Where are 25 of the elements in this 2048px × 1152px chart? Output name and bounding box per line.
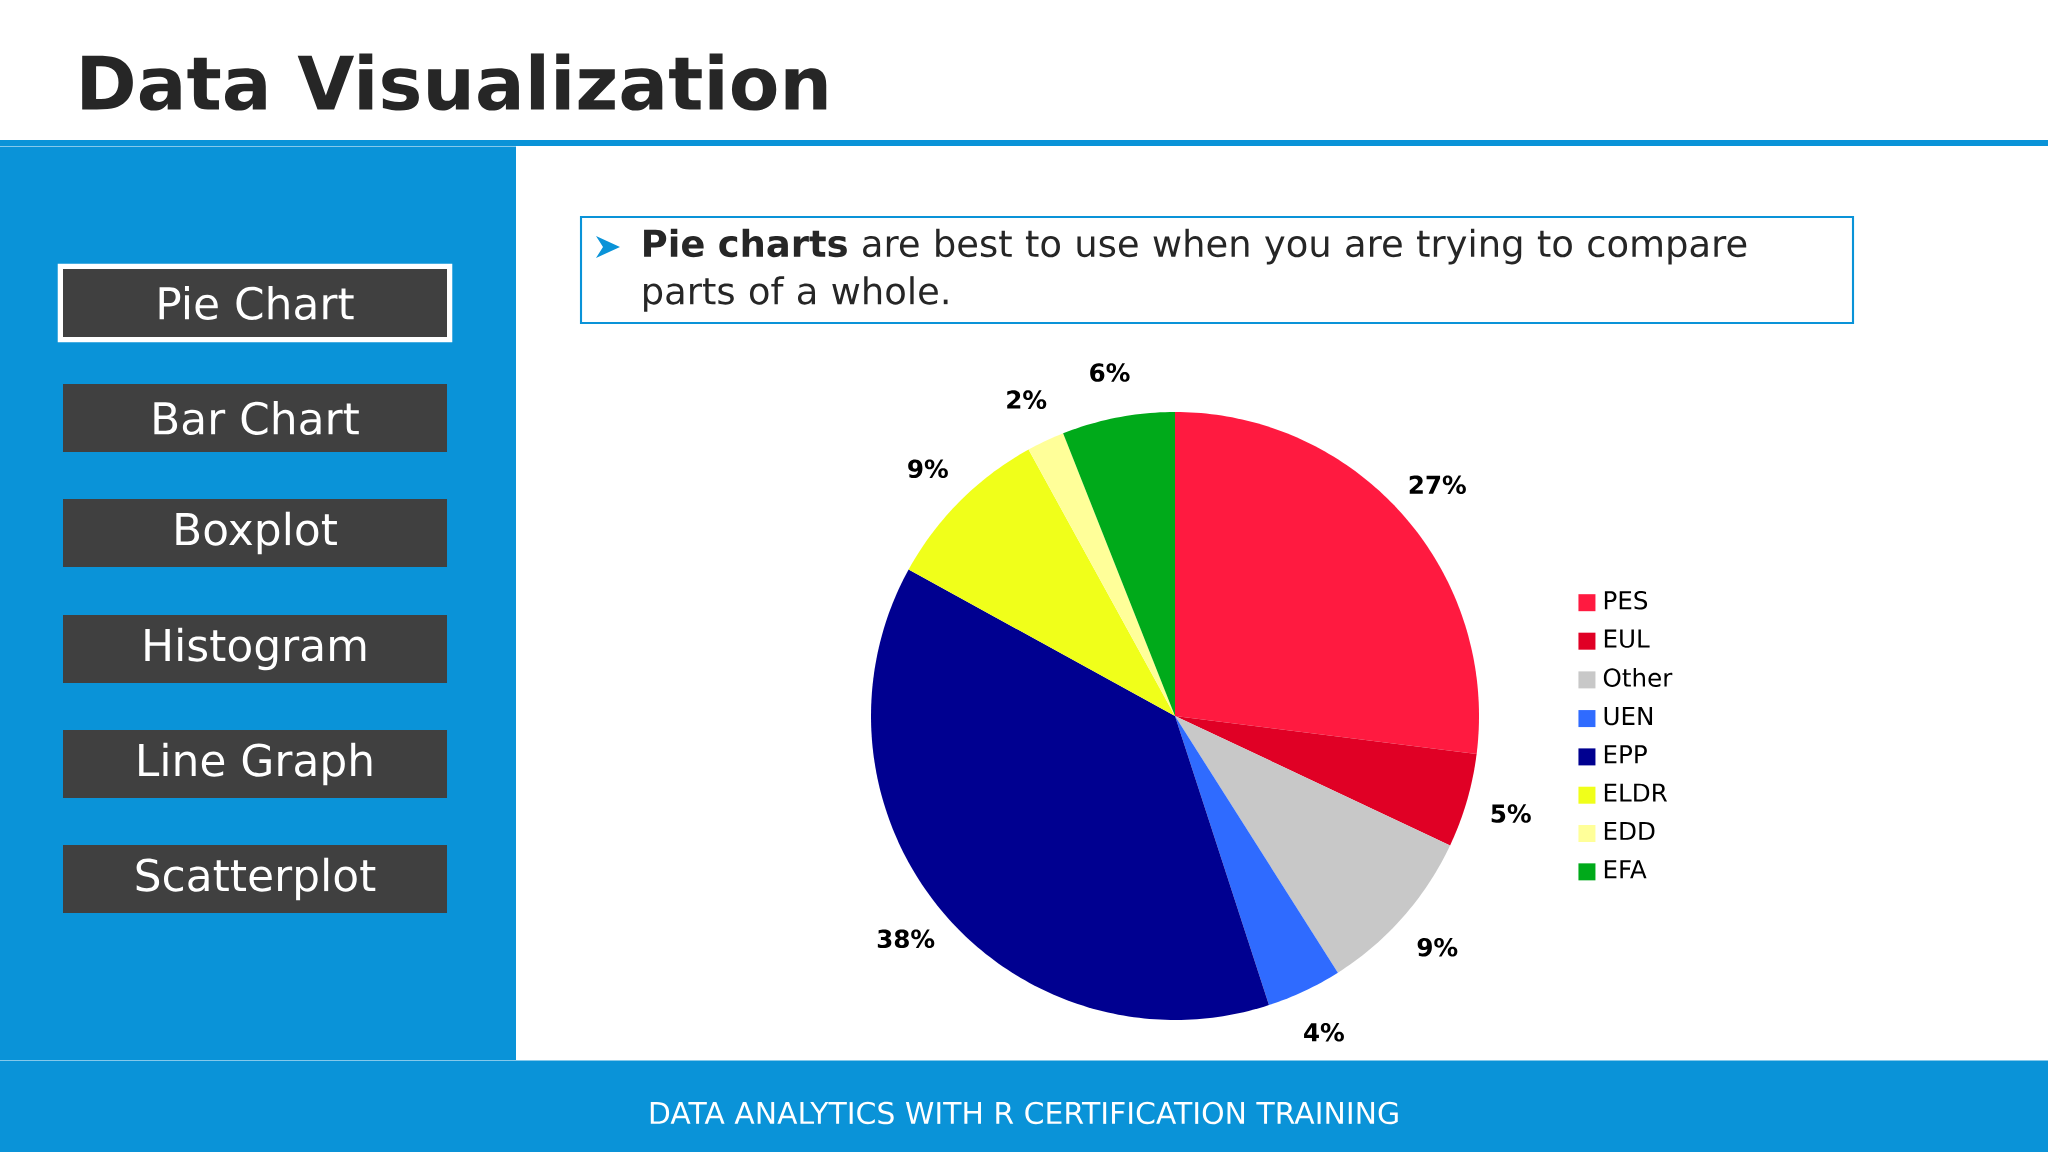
data-label: 9% bbox=[1417, 937, 1458, 957]
data-label: 38% bbox=[877, 929, 935, 949]
text: Pie Chart bbox=[159, 285, 354, 320]
data-label: 6% bbox=[1090, 363, 1130, 382]
text: Bar Chart bbox=[154, 400, 359, 435]
legend-label: ELDR bbox=[1604, 783, 1668, 802]
text: Boxplot bbox=[176, 511, 337, 555]
data-label: 2% bbox=[1007, 390, 1047, 409]
data-label: 9% bbox=[908, 459, 948, 479]
text: Line Graph bbox=[139, 742, 372, 786]
legend-label: EFA bbox=[1604, 860, 1647, 879]
legend-label: Other bbox=[1603, 667, 1673, 687]
chart-title: Data Visualization bbox=[82, 53, 827, 111]
legend-label: PES bbox=[1604, 590, 1648, 610]
chart-subtitle: Pie charts are best to use when you are trying to compare parts of a whole. bbox=[644, 228, 1747, 312]
data-label: 4% bbox=[1304, 1023, 1344, 1042]
text: DATA ANALYTICS WITH R CERTIFICATION TRAINING bbox=[650, 1101, 1398, 1125]
data-label: 27% bbox=[1409, 475, 1466, 495]
legend-label: UEN bbox=[1604, 706, 1653, 726]
data-label: 5% bbox=[1491, 804, 1531, 823]
legend-label: EDD bbox=[1604, 821, 1655, 840]
text: Scatterplot bbox=[136, 857, 376, 901]
legend-label: EUL bbox=[1604, 629, 1650, 648]
legend-label: EPP bbox=[1604, 745, 1647, 764]
text: Histogram bbox=[145, 627, 366, 671]
